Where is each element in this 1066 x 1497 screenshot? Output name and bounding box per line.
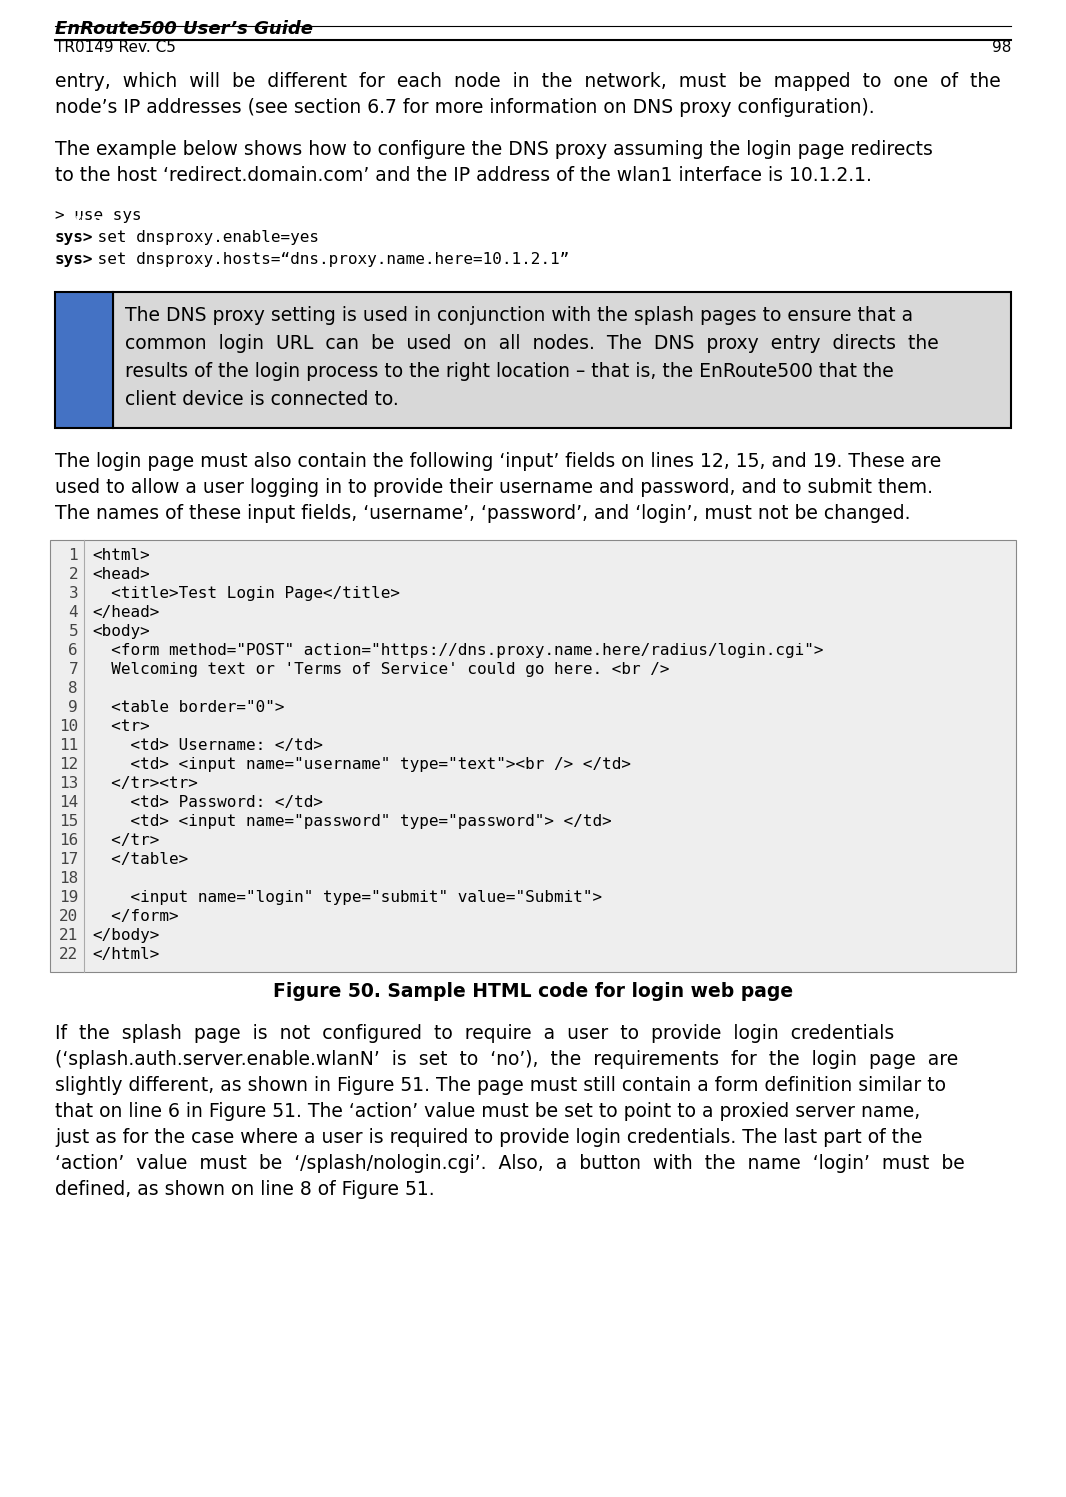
Text: results of the login process to the right location – that is, the EnRoute500 tha: results of the login process to the righ… <box>125 362 893 382</box>
Text: 22: 22 <box>59 948 78 963</box>
Text: </table>: </table> <box>92 852 189 867</box>
Text: 5: 5 <box>68 624 78 639</box>
Text: node’s IP addresses (see section 6.7 for more information on DNS proxy configura: node’s IP addresses (see section 6.7 for… <box>55 97 874 117</box>
Text: just as for the case where a user is required to provide login credentials. The : just as for the case where a user is req… <box>55 1129 922 1147</box>
Text: <td> <input name="password" type="password"> </td>: <td> <input name="password" type="passwo… <box>92 814 612 829</box>
Text: 18: 18 <box>59 871 78 886</box>
Text: 4: 4 <box>68 605 78 620</box>
Text: </html>: </html> <box>92 948 160 963</box>
Text: 1: 1 <box>68 548 78 563</box>
Text: set dnsproxy.hosts=“dns.proxy.name.here=10.1.2.1”: set dnsproxy.hosts=“dns.proxy.name.here=… <box>88 251 569 266</box>
Text: that on line 6 in Figure 51. The ‘action’ value must be set to point to a proxie: that on line 6 in Figure 51. The ‘action… <box>55 1102 920 1121</box>
Text: TR0149 Rev. C5: TR0149 Rev. C5 <box>55 40 176 55</box>
Text: <form method="POST" action="https://dns.proxy.name.here/radius/login.cgi">: <form method="POST" action="https://dns.… <box>92 644 824 659</box>
FancyBboxPatch shape <box>50 540 1016 972</box>
Text: 7: 7 <box>68 662 78 677</box>
Text: The names of these input fields, ‘username’, ‘password’, and ‘login’, must not b: The names of these input fields, ‘userna… <box>55 504 910 522</box>
Text: 16: 16 <box>59 832 78 847</box>
Text: > use sys: > use sys <box>55 208 142 223</box>
Text: <table border="0">: <table border="0"> <box>92 701 285 716</box>
Text: 9: 9 <box>68 701 78 716</box>
Text: (‘splash.auth.server.enable.wlanN’  is  set  to  ‘no’),  the  requirements  for : (‘splash.auth.server.enable.wlanN’ is se… <box>55 1049 958 1069</box>
Text: 3: 3 <box>68 585 78 600</box>
Text: 98: 98 <box>991 40 1011 55</box>
Text: </tr>: </tr> <box>92 832 160 847</box>
Text: <tr>: <tr> <box>92 719 149 734</box>
Text: Welcoming text or 'Terms of Service' could go here. <br />: Welcoming text or 'Terms of Service' cou… <box>92 662 669 677</box>
Text: 13: 13 <box>59 775 78 790</box>
Text: to the host ‘redirect.domain.com’ and the IP address of the wlan1 interface is 1: to the host ‘redirect.domain.com’ and th… <box>55 166 872 186</box>
Text: <title>Test Login Page</title>: <title>Test Login Page</title> <box>92 585 400 600</box>
Text: 12: 12 <box>59 757 78 772</box>
Text: 10: 10 <box>59 719 78 734</box>
Text: 20: 20 <box>59 909 78 924</box>
Text: common  login  URL  can  be  used  on  all  nodes.  The  DNS  proxy  entry  dire: common login URL can be used on all node… <box>125 334 939 353</box>
Text: entry,  which  will  be  different  for  each  node  in  the  network,  must  be: entry, which will be different for each … <box>55 72 1001 91</box>
Text: 14: 14 <box>59 795 78 810</box>
Text: </form>: </form> <box>92 909 179 924</box>
Text: <head>: <head> <box>92 567 149 582</box>
Text: <td> Password: </td>: <td> Password: </td> <box>92 795 323 810</box>
Text: 11: 11 <box>59 738 78 753</box>
Text: <input name="login" type="submit" value="Submit">: <input name="login" type="submit" value=… <box>92 891 602 906</box>
Text: sys>: sys> <box>55 231 94 246</box>
Text: If  the  splash  page  is  not  configured  to  require  a  user  to  provide  l: If the splash page is not configured to … <box>55 1024 894 1043</box>
Text: The example below shows how to configure the DNS proxy assuming the login page r: The example below shows how to configure… <box>55 141 933 159</box>
Text: 17: 17 <box>59 852 78 867</box>
Text: set dnsproxy.enable=yes: set dnsproxy.enable=yes <box>88 231 319 246</box>
Text: </body>: </body> <box>92 928 160 943</box>
FancyBboxPatch shape <box>55 292 113 428</box>
Text: used to allow a user logging in to provide their username and password, and to s: used to allow a user logging in to provi… <box>55 478 933 497</box>
Text: The DNS proxy setting is used in conjunction with the splash pages to ensure tha: The DNS proxy setting is used in conjunc… <box>125 305 914 325</box>
Text: ‘action’  value  must  be  ‘/splash/nologin.cgi’.  Also,  a  button  with  the  : ‘action’ value must be ‘/splash/nologin.… <box>55 1154 965 1174</box>
Text: 15: 15 <box>59 814 78 829</box>
Text: 2: 2 <box>68 567 78 582</box>
Text: <td> Username: </td>: <td> Username: </td> <box>92 738 323 753</box>
Text: <td> <input name="username" type="text"><br /> </td>: <td> <input name="username" type="text">… <box>92 757 631 772</box>
Text: The login page must also contain the following ‘input’ fields on lines 12, 15, a: The login page must also contain the fol… <box>55 452 941 472</box>
Text: 8: 8 <box>68 681 78 696</box>
Text: client device is connected to.: client device is connected to. <box>125 391 399 409</box>
Text: INFO: INFO <box>63 217 104 232</box>
Text: 6: 6 <box>68 644 78 659</box>
Text: </tr><tr>: </tr><tr> <box>92 775 198 790</box>
FancyBboxPatch shape <box>113 292 1011 428</box>
Text: 19: 19 <box>59 891 78 906</box>
Text: </head>: </head> <box>92 605 160 620</box>
Text: slightly different, as shown in Figure 51. The page must still contain a form de: slightly different, as shown in Figure 5… <box>55 1076 946 1094</box>
Text: EnRoute500 User’s Guide: EnRoute500 User’s Guide <box>55 19 313 37</box>
Text: defined, as shown on line 8 of Figure 51.: defined, as shown on line 8 of Figure 51… <box>55 1180 435 1199</box>
Text: <body>: <body> <box>92 624 149 639</box>
Text: <html>: <html> <box>92 548 149 563</box>
Text: Figure 50. Sample HTML code for login web page: Figure 50. Sample HTML code for login we… <box>273 982 793 1001</box>
Text: sys>: sys> <box>55 251 94 266</box>
Text: 21: 21 <box>59 928 78 943</box>
